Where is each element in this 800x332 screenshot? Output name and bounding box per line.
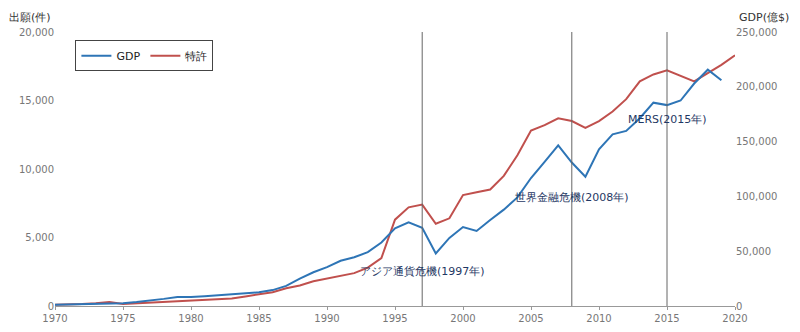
svg-text:特許: 特許 (185, 50, 207, 63)
svg-text:10,000: 10,000 (19, 164, 54, 175)
svg-text:5,000: 5,000 (25, 232, 54, 243)
svg-text:100,000: 100,000 (736, 191, 777, 202)
svg-text:1995: 1995 (382, 313, 407, 324)
svg-text:2015: 2015 (654, 313, 679, 324)
svg-text:1990: 1990 (314, 313, 339, 324)
svg-text:2005: 2005 (518, 313, 543, 324)
svg-text:15,000: 15,000 (19, 95, 54, 106)
svg-text:150,000: 150,000 (736, 136, 777, 147)
svg-text:GDP(億$): GDP(億$) (739, 11, 789, 24)
svg-text:1975: 1975 (110, 313, 135, 324)
svg-text:200,000: 200,000 (736, 81, 777, 92)
svg-text:アジア通貨危機(1997年): アジア通貨危機(1997年) (360, 265, 485, 278)
svg-text:MERS(2015年): MERS(2015年) (628, 113, 707, 126)
svg-text:2000: 2000 (450, 313, 475, 324)
svg-text:1980: 1980 (178, 313, 203, 324)
svg-text:20,000: 20,000 (19, 27, 54, 38)
svg-text:1970: 1970 (42, 313, 67, 324)
svg-text:250,000: 250,000 (736, 27, 777, 38)
svg-text:2010: 2010 (586, 313, 611, 324)
svg-text:世界金融危機(2008年): 世界金融危機(2008年) (515, 191, 629, 204)
svg-text:50,000: 50,000 (736, 246, 771, 257)
svg-text:1985: 1985 (246, 313, 271, 324)
svg-text:出願(件): 出願(件) (9, 11, 51, 24)
svg-text:2020: 2020 (722, 313, 747, 324)
svg-text:GDP: GDP (116, 50, 140, 63)
svg-text:0: 0 (736, 301, 742, 312)
svg-text:0: 0 (48, 301, 54, 312)
